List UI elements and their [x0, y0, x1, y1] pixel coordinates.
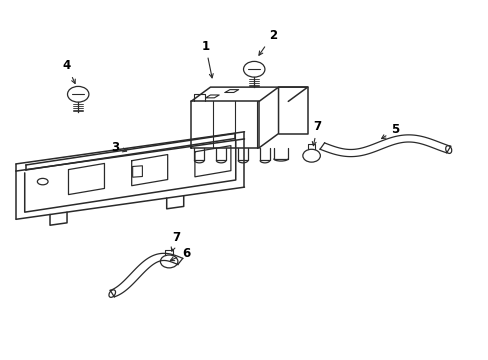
Text: 7: 7 — [171, 231, 180, 251]
Text: 6: 6 — [170, 247, 190, 261]
Text: 5: 5 — [381, 123, 399, 139]
Text: 2: 2 — [259, 29, 276, 55]
Text: 1: 1 — [201, 40, 213, 78]
Text: 7: 7 — [312, 120, 321, 146]
Text: 4: 4 — [63, 59, 75, 84]
Text: 3: 3 — [111, 141, 126, 154]
